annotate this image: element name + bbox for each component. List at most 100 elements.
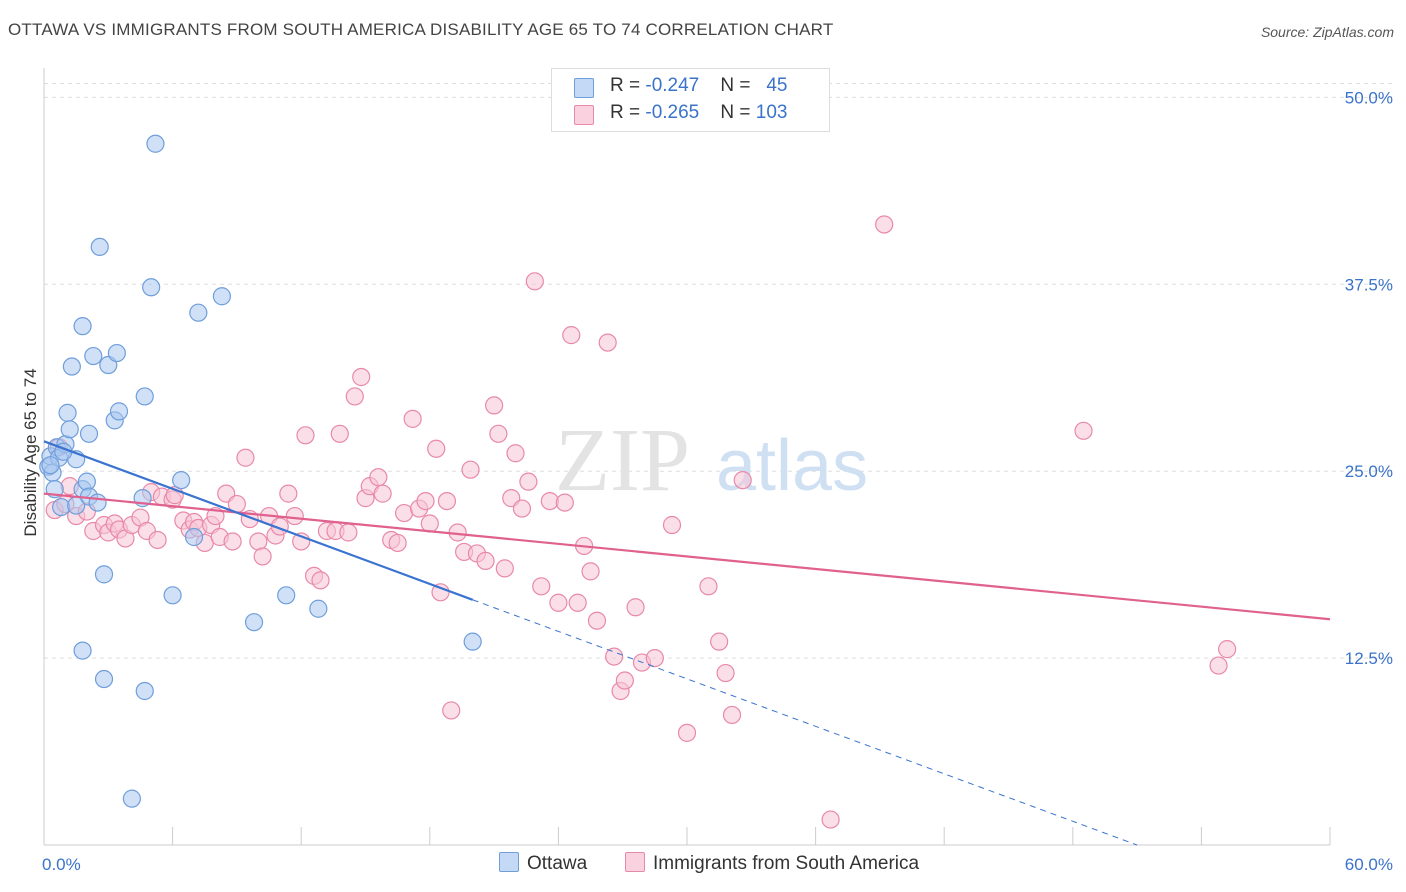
south-america-point xyxy=(437,491,457,511)
south-america-point xyxy=(461,460,480,479)
legend-swatch-south-america xyxy=(574,105,594,125)
south-america-point xyxy=(540,491,559,511)
south-america-point xyxy=(722,705,742,725)
watermark-zip: ZIP xyxy=(555,411,690,510)
south-america-point xyxy=(311,571,330,590)
south-america-point xyxy=(662,515,682,535)
y-axis-label: Disability Age 65 to 74 xyxy=(21,368,40,536)
south-america-point xyxy=(485,396,504,415)
ottawa-point xyxy=(77,472,96,491)
south-america-point xyxy=(598,333,617,352)
y-tick-label: 25.0% xyxy=(1345,462,1393,481)
source-label: Source: ZipAtlas.com xyxy=(1260,24,1394,40)
south-america-point xyxy=(296,426,315,445)
legend-n-value: 103 xyxy=(755,102,788,123)
south-america-point xyxy=(875,215,894,234)
south-america-point xyxy=(416,491,435,511)
y-tick-label: 50.0% xyxy=(1345,88,1393,107)
south-america-point xyxy=(1209,656,1228,675)
south-america-point xyxy=(506,444,525,463)
south-america-point xyxy=(519,472,538,491)
chart-title: OTTAWA VS IMMIGRANTS FROM SOUTH AMERICA … xyxy=(8,20,834,39)
ottawa-point xyxy=(62,357,81,376)
south-america-point xyxy=(821,810,840,829)
ottawa-point xyxy=(146,134,165,153)
ottawa-point xyxy=(142,278,161,297)
bottom-legend-label-south-america: Immigrants from South America xyxy=(653,853,920,874)
ottawa-trend-line xyxy=(43,440,474,601)
ottawa-point xyxy=(277,586,296,605)
ottawa-point xyxy=(163,586,182,605)
south-america-trend-line xyxy=(43,492,1331,621)
y-tick-label: 37.5% xyxy=(1345,275,1393,294)
south-america-point xyxy=(442,701,461,720)
south-america-point xyxy=(339,523,358,542)
ottawa-point xyxy=(84,346,103,366)
legend-r-value: -0.247 xyxy=(645,75,700,96)
south-america-point xyxy=(330,424,349,443)
south-america-point xyxy=(525,272,544,291)
south-america-point xyxy=(677,723,697,742)
south-america-point xyxy=(710,632,729,651)
ottawa-point xyxy=(122,789,141,808)
x-tick-label-min: 0.0% xyxy=(42,855,81,874)
south-america-point xyxy=(562,326,581,345)
south-america-point xyxy=(253,547,272,566)
south-america-point xyxy=(420,514,439,533)
ottawa-point xyxy=(41,456,60,475)
south-america-point xyxy=(249,532,268,551)
south-america-point xyxy=(587,611,607,630)
bottom-legend-label-ottawa: Ottawa xyxy=(527,853,588,874)
ottawa-point xyxy=(79,424,99,443)
ottawa-point xyxy=(90,237,109,257)
legend-r-value: -0.265 xyxy=(645,102,700,123)
ottawa-point xyxy=(94,565,114,584)
south-america-point xyxy=(394,503,414,523)
south-america-point xyxy=(645,648,664,668)
ottawa-point xyxy=(135,681,154,701)
ottawa-point xyxy=(172,471,191,490)
south-america-point xyxy=(476,551,495,571)
y-tick-label: 12.5% xyxy=(1345,649,1393,668)
south-america-point xyxy=(369,468,388,487)
south-america-point xyxy=(549,593,568,612)
south-america-point xyxy=(605,647,624,666)
south-america-point xyxy=(626,598,645,617)
ottawa-point xyxy=(463,632,482,651)
ottawa-trend-extension xyxy=(472,599,1138,846)
watermark-atlas: atlas xyxy=(716,426,868,506)
ottawa-point xyxy=(52,497,71,517)
south-america-point xyxy=(279,484,298,503)
south-america-point xyxy=(223,532,242,551)
x-tick-label-max: 60.0% xyxy=(1345,855,1393,874)
ottawa-point xyxy=(184,527,204,547)
legend-r-label: R = xyxy=(610,102,646,123)
ottawa-point xyxy=(109,402,129,421)
south-america-point xyxy=(148,530,167,550)
south-america-point xyxy=(236,448,255,467)
south-america-point xyxy=(495,559,514,578)
ottawa-point xyxy=(88,493,107,512)
south-america-point xyxy=(1074,421,1093,440)
south-america-point xyxy=(427,439,446,458)
bottom-legend-swatch-ottawa xyxy=(499,852,519,872)
south-america-point xyxy=(388,533,407,553)
south-america-point xyxy=(352,367,371,387)
legend-swatch-ottawa xyxy=(574,78,594,98)
legend-n-label: N = xyxy=(720,75,756,96)
ottawa-point xyxy=(189,303,208,322)
ottawa-point xyxy=(309,599,328,618)
south-america-point xyxy=(285,506,304,526)
watermark: ZIP atlas xyxy=(555,411,868,510)
legend: R = -0.247 N = 45 R = -0.265 N = 103 xyxy=(551,68,830,132)
legend-r-label: R = xyxy=(610,75,646,96)
south-america-point xyxy=(568,593,587,612)
south-america-point xyxy=(615,671,634,690)
south-america-point xyxy=(699,577,718,596)
ottawa-point xyxy=(73,641,92,660)
ottawa-point xyxy=(135,387,154,406)
south-america-point xyxy=(716,663,735,683)
ottawa-point xyxy=(94,669,114,689)
south-america-point xyxy=(373,484,392,503)
